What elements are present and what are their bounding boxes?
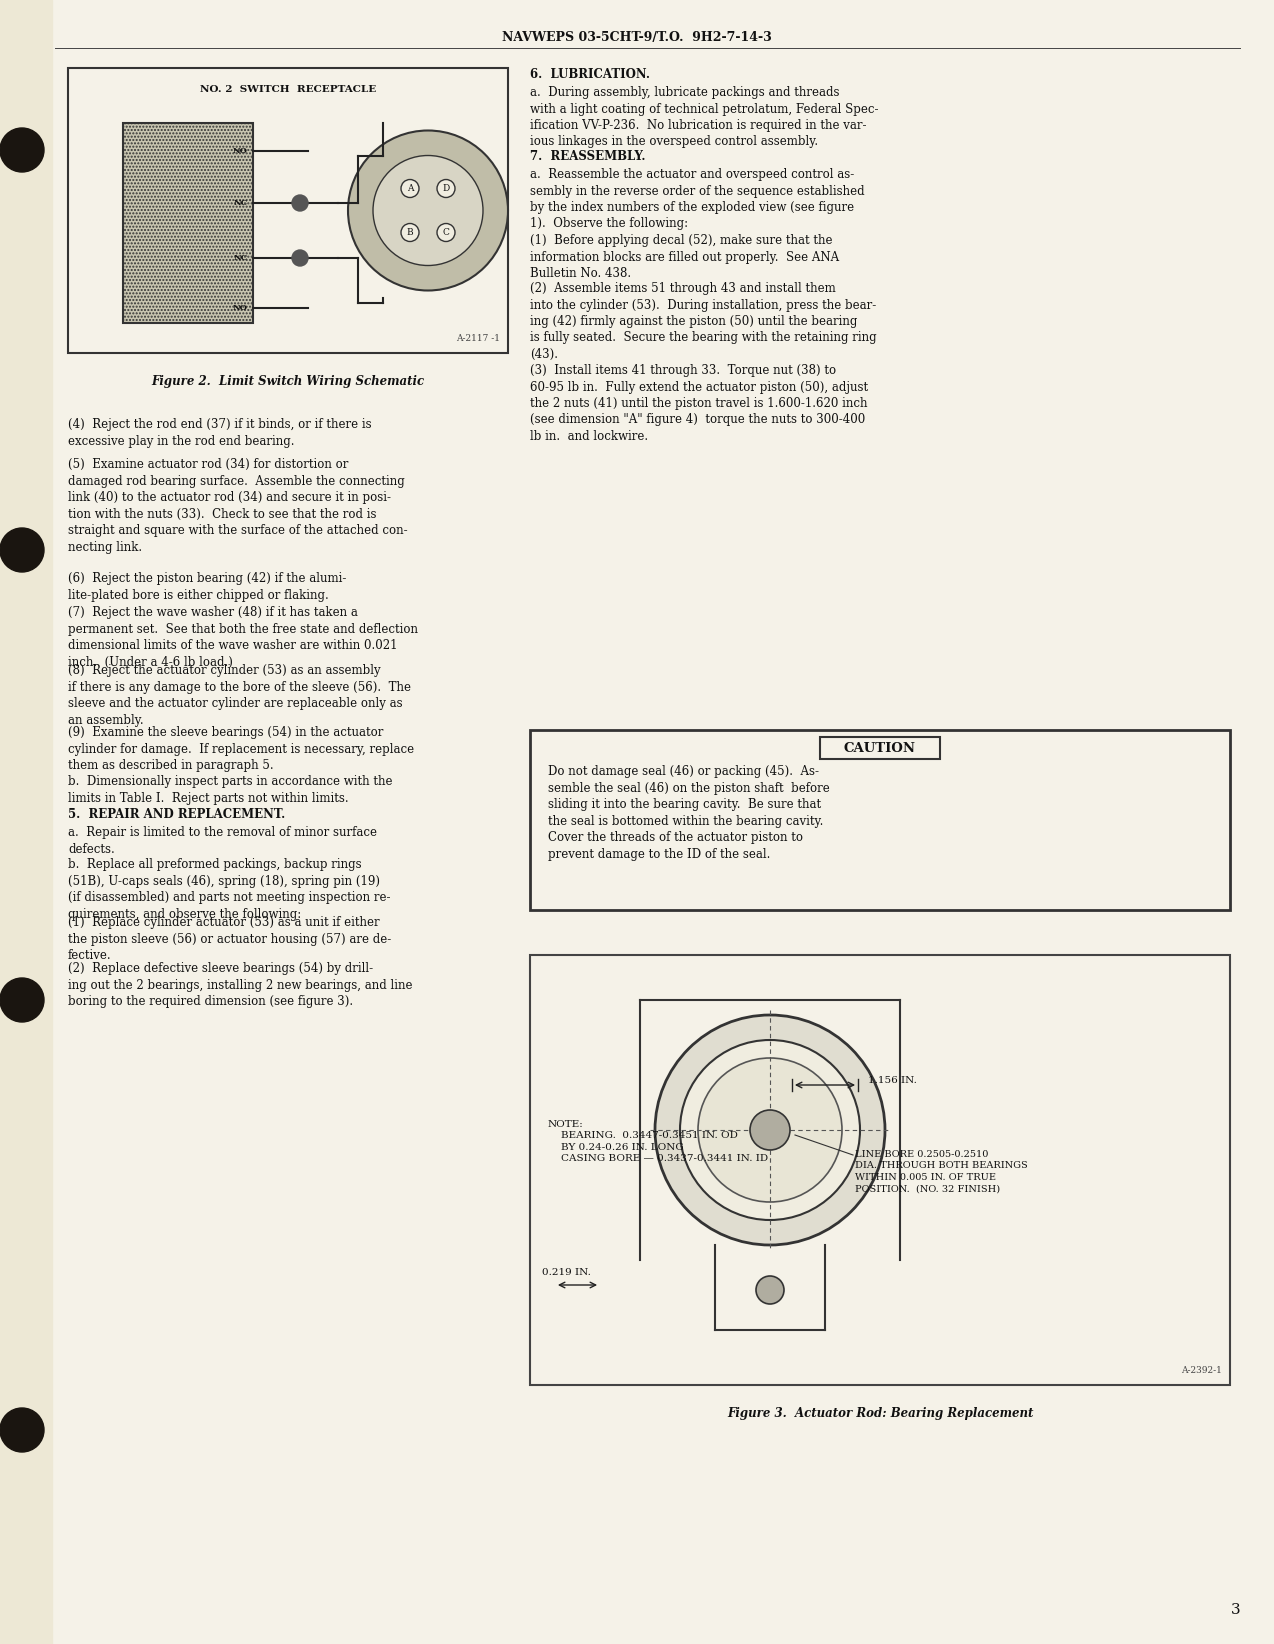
- Circle shape: [401, 179, 419, 197]
- Text: (7)  Reject the wave washer (48) if it has taken a
permanent set.  See that both: (7) Reject the wave washer (48) if it ha…: [68, 607, 418, 669]
- Circle shape: [0, 128, 45, 173]
- Circle shape: [292, 196, 308, 210]
- Text: a.  Repair is limited to the removal of minor surface
defects.: a. Repair is limited to the removal of m…: [68, 825, 377, 855]
- Text: LINE BORE 0.2505-0.2510
DIA. THROUGH BOTH BEARINGS
WITHIN 0.005 IN. OF TRUE
POSI: LINE BORE 0.2505-0.2510 DIA. THROUGH BOT…: [855, 1151, 1028, 1194]
- Text: 7.  REASSEMBLY.: 7. REASSEMBLY.: [530, 150, 646, 163]
- Text: (1)  Before applying decal (52), make sure that the
information blocks are fille: (1) Before applying decal (52), make sur…: [530, 233, 840, 279]
- Circle shape: [0, 978, 45, 1023]
- Bar: [530, 730, 1229, 911]
- Text: A-2117 -1: A-2117 -1: [456, 334, 499, 344]
- Text: NOTE:
    BEARING.  0.3447-0.3451 IN. OD
    BY 0.24-0.26 IN. LONG
    CASING BO: NOTE: BEARING. 0.3447-0.3451 IN. OD BY 0…: [548, 1120, 768, 1164]
- Circle shape: [373, 156, 483, 265]
- Text: (3)  Install items 41 through 33.  Torque nut (38) to
60-95 lb in.  Fully extend: (3) Install items 41 through 33. Torque …: [530, 363, 868, 442]
- Circle shape: [348, 130, 508, 291]
- Text: 6.  LUBRICATION.: 6. LUBRICATION.: [530, 67, 650, 81]
- Text: a.  During assembly, lubricate packings and threads
with a light coating of tech: a. During assembly, lubricate packings a…: [530, 85, 879, 148]
- Circle shape: [750, 1110, 790, 1151]
- Text: 1.156 IN.: 1.156 IN.: [868, 1075, 917, 1085]
- Text: (6)  Reject the piston bearing (42) if the alumi-
lite-plated bore is either chi: (6) Reject the piston bearing (42) if th…: [68, 572, 347, 602]
- Circle shape: [755, 1276, 784, 1304]
- Text: NO: NO: [233, 146, 248, 155]
- Text: C: C: [442, 229, 450, 237]
- Text: (2)  Replace defective sleeve bearings (54) by drill-
ing out the 2 bearings, in: (2) Replace defective sleeve bearings (5…: [68, 962, 413, 1008]
- Text: 0.219 IN.: 0.219 IN.: [541, 1268, 591, 1277]
- Circle shape: [698, 1059, 842, 1202]
- Circle shape: [292, 250, 308, 266]
- Text: 5.  REPAIR AND REPLACEMENT.: 5. REPAIR AND REPLACEMENT.: [68, 807, 285, 820]
- Text: NO. 2  SWITCH  RECEPTACLE: NO. 2 SWITCH RECEPTACLE: [200, 85, 376, 94]
- Text: (5)  Examine actuator rod (34) for distortion or
damaged rod bearing surface.  A: (5) Examine actuator rod (34) for distor…: [68, 459, 408, 554]
- Text: NO: NO: [233, 304, 248, 312]
- Text: (9)  Examine the sleeve bearings (54) in the actuator
cylinder for damage.  If r: (9) Examine the sleeve bearings (54) in …: [68, 727, 414, 773]
- Circle shape: [401, 224, 419, 242]
- Text: a.  Reassemble the actuator and overspeed control as-
sembly in the reverse orde: a. Reassemble the actuator and overspeed…: [530, 168, 865, 230]
- Text: CAUTION: CAUTION: [843, 741, 916, 755]
- Bar: [0, 0, 52, 1644]
- Text: D: D: [442, 184, 450, 192]
- Bar: [820, 737, 940, 760]
- Text: (1)  Replace cylinder actuator (53) as a unit if either
the piston sleeve (56) o: (1) Replace cylinder actuator (53) as a …: [68, 916, 391, 962]
- Text: Figure 2.  Limit Switch Wiring Schematic: Figure 2. Limit Switch Wiring Schematic: [152, 375, 424, 388]
- Text: B: B: [406, 229, 413, 237]
- Text: A-2392-1: A-2392-1: [1181, 1366, 1222, 1374]
- Text: A: A: [406, 184, 413, 192]
- Circle shape: [437, 224, 455, 242]
- Text: NAVWEPS 03-5CHT-9/T.O.  9H2-7-14-3: NAVWEPS 03-5CHT-9/T.O. 9H2-7-14-3: [502, 31, 772, 44]
- Text: (4)  Reject the rod end (37) if it binds, or if there is
excessive play in the r: (4) Reject the rod end (37) if it binds,…: [68, 418, 372, 447]
- Text: b.  Replace all preformed packings, backup rings
(51B), U-caps seals (46), sprin: b. Replace all preformed packings, backu…: [68, 858, 391, 921]
- Circle shape: [437, 179, 455, 197]
- Bar: [530, 955, 1229, 1384]
- Text: (2)  Assemble items 51 through 43 and install them
into the cylinder (53).  Duri: (2) Assemble items 51 through 43 and ins…: [530, 283, 877, 362]
- Text: b.  Dimensionally inspect parts in accordance with the
limits in Table I.  Rejec: b. Dimensionally inspect parts in accord…: [68, 774, 392, 804]
- Circle shape: [680, 1041, 860, 1220]
- Circle shape: [0, 1407, 45, 1452]
- Text: NC: NC: [233, 255, 248, 261]
- Text: Figure 3.  Actuator Rod: Bearing Replacement: Figure 3. Actuator Rod: Bearing Replacem…: [726, 1407, 1033, 1420]
- Text: 3: 3: [1231, 1603, 1240, 1618]
- Circle shape: [0, 528, 45, 572]
- Text: NC: NC: [233, 199, 248, 207]
- Circle shape: [655, 1014, 885, 1245]
- Text: Do not damage seal (46) or packing (45).  As-
semble the seal (46) on the piston: Do not damage seal (46) or packing (45).…: [548, 764, 829, 860]
- Text: (8)  Reject the actuator cylinder (53) as an assembly
if there is any damage to : (8) Reject the actuator cylinder (53) as…: [68, 664, 412, 727]
- Bar: [68, 67, 508, 353]
- Bar: [124, 123, 254, 322]
